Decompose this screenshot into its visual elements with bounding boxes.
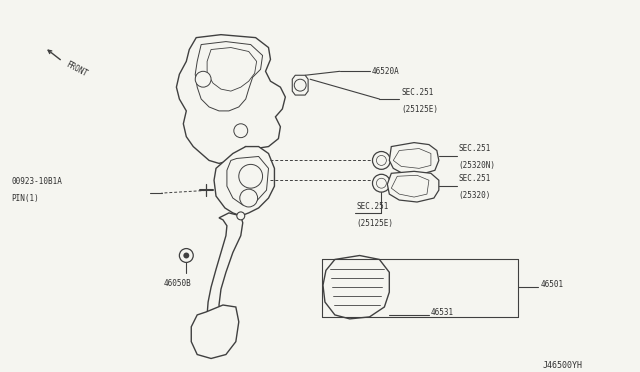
Polygon shape (191, 305, 239, 359)
Text: 46050B: 46050B (164, 279, 191, 288)
Circle shape (237, 212, 244, 220)
Text: J46500YH: J46500YH (543, 362, 583, 371)
Polygon shape (207, 213, 243, 335)
Text: SEC.251: SEC.251 (459, 174, 491, 183)
Text: (25125E): (25125E) (401, 105, 438, 114)
Polygon shape (387, 171, 439, 202)
Polygon shape (391, 175, 429, 197)
Polygon shape (195, 42, 262, 111)
Text: FRONT: FRONT (65, 60, 89, 78)
Circle shape (372, 151, 390, 169)
Circle shape (376, 155, 387, 166)
Circle shape (239, 164, 262, 188)
Text: (25320N): (25320N) (459, 161, 495, 170)
Polygon shape (177, 35, 285, 163)
Text: SEC.251: SEC.251 (459, 144, 491, 154)
Circle shape (234, 124, 248, 138)
Polygon shape (207, 48, 257, 91)
Text: SEC.251: SEC.251 (356, 202, 389, 211)
Text: 00923-10B1A: 00923-10B1A (11, 177, 62, 186)
Polygon shape (227, 157, 269, 205)
Text: SEC.251: SEC.251 (401, 88, 433, 97)
Text: 46531: 46531 (431, 308, 454, 317)
Circle shape (294, 79, 306, 91)
Circle shape (195, 71, 211, 87)
Polygon shape (389, 142, 439, 174)
Circle shape (240, 189, 258, 207)
Polygon shape (214, 147, 275, 216)
Text: (25320): (25320) (459, 191, 491, 200)
Text: 46520A: 46520A (371, 67, 399, 76)
Text: PIN(1): PIN(1) (11, 194, 39, 203)
Text: 46501: 46501 (541, 280, 564, 289)
Polygon shape (323, 256, 389, 319)
Polygon shape (394, 148, 431, 169)
Polygon shape (292, 75, 308, 95)
Circle shape (183, 253, 189, 259)
Circle shape (372, 174, 390, 192)
Circle shape (179, 248, 193, 262)
Circle shape (376, 178, 387, 188)
Text: (25125E): (25125E) (356, 219, 394, 228)
